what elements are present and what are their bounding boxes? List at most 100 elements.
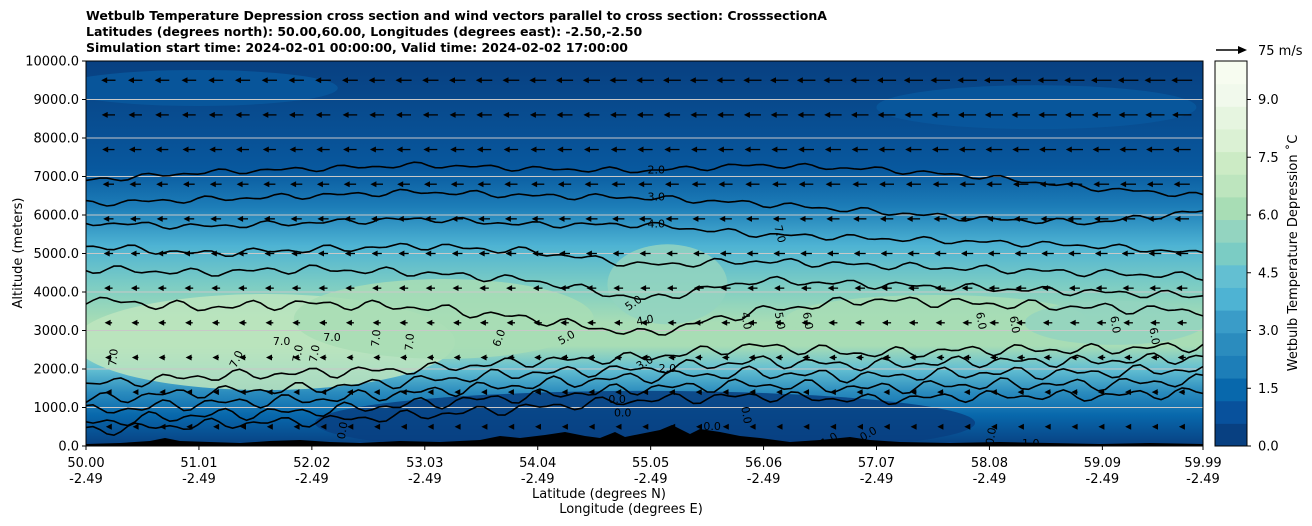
wind-vector-head: [743, 77, 750, 84]
wind-vector-head: [262, 146, 269, 153]
wind-vector-head: [479, 285, 486, 292]
wind-vector-head: [560, 319, 567, 326]
wind-vector-head: [957, 77, 964, 84]
wind-vector-head: [449, 77, 455, 84]
wind-vector-head: [958, 146, 965, 153]
wind-vector-head: [1092, 146, 1099, 153]
wind-vector-head: [316, 181, 323, 188]
wind-vector-head: [319, 319, 326, 326]
wind-vector-head: [157, 285, 164, 292]
wind-vector-head: [877, 77, 883, 84]
wind-vector-head: [641, 354, 648, 361]
wind-vector-head: [504, 181, 511, 188]
wind-vector-head: [183, 181, 189, 188]
wind-vector-head: [1146, 181, 1153, 188]
wind-vector-head: [1091, 77, 1097, 84]
wind-vector-head: [880, 250, 887, 257]
y-tick-label: 3000.0: [34, 324, 80, 339]
wind-vector-head: [1173, 181, 1180, 188]
wind-vector-head: [693, 250, 700, 257]
wind-vector-head: [1091, 111, 1098, 118]
wind-vector-head: [854, 285, 861, 292]
wind-vector-head: [237, 215, 244, 222]
wind-vector-head: [288, 77, 295, 84]
wind-vector-head: [1172, 111, 1179, 118]
wind-vector-head: [988, 285, 995, 292]
wind-vector-head: [451, 250, 458, 257]
wind-vector-head: [1069, 319, 1076, 326]
colorbar-band: [1215, 151, 1247, 175]
wind-vector-head: [561, 423, 568, 430]
wind-vector-head: [155, 146, 162, 153]
y-tick-label: 10000.0: [25, 55, 79, 70]
wind-vector-head: [824, 111, 831, 118]
wind-vector-head: [1152, 423, 1158, 430]
wind-vector-head: [235, 77, 241, 84]
wind-vector-head: [582, 77, 589, 84]
wind-vector-head: [746, 215, 752, 222]
contour-label: 4.0: [635, 312, 654, 328]
chart-title-line-3: Simulation start time: 2024-02-01 00:00:…: [86, 40, 628, 55]
wind-vector-head: [105, 354, 112, 361]
wind-vector-head: [851, 111, 857, 118]
wind-vector-head: [373, 389, 380, 396]
wind-vector-head: [722, 389, 729, 396]
wind-vector-head: [154, 77, 161, 84]
wind-vector-head: [1150, 319, 1157, 326]
wind-vector-head: [1014, 250, 1021, 257]
colorbar-band: [1215, 83, 1247, 107]
wind-vector-head: [132, 423, 139, 430]
wind-vector-head: [1178, 423, 1185, 430]
wind-vector-head: [290, 181, 297, 188]
wind-vector-head: [1145, 111, 1152, 118]
wind-vector-head: [852, 181, 859, 188]
wind-vector-head: [1144, 77, 1151, 84]
wind-vector-head: [155, 111, 162, 118]
wind-vector-head: [664, 146, 671, 153]
wind-vector-head: [1070, 354, 1077, 361]
field-region: [293, 278, 594, 359]
wind-vector-head: [534, 354, 541, 361]
colorbar-band: [1215, 61, 1247, 85]
wind-vector-head: [185, 354, 192, 361]
wind-vector-head: [613, 285, 620, 292]
wind-vector-head: [908, 319, 915, 326]
wind-vector-head: [610, 111, 617, 118]
wind-vector-head: [315, 77, 322, 84]
wind-vector-head: [883, 389, 890, 396]
wind-vector-head: [989, 319, 996, 326]
contour-label: 0.0: [335, 421, 351, 440]
contour-label: 4.0: [738, 311, 754, 330]
wind-vector-head: [800, 285, 807, 292]
wind-vector-head: [636, 77, 643, 84]
wind-vector-head: [932, 146, 938, 153]
wind-vector-head: [904, 111, 911, 118]
wind-vector-head: [478, 250, 485, 257]
contour-label: 2.0: [659, 362, 677, 375]
y-tick-label: 2000.0: [34, 363, 80, 378]
contour-line: [86, 264, 1203, 301]
wind-vector-head: [1016, 354, 1023, 361]
wind-vector-head: [1098, 423, 1105, 430]
wind-vector-head: [961, 250, 967, 257]
wind-vector-head: [829, 354, 836, 361]
wind-vector-head: [853, 250, 860, 257]
wind-vector-head: [559, 250, 566, 257]
contour-label: 6.0: [1007, 315, 1023, 334]
wind-vector-head: [1124, 389, 1131, 396]
wind-vector-head: [344, 250, 351, 257]
wind-vector-head: [101, 111, 108, 118]
colorbar-band: [1215, 264, 1247, 288]
wind-vector-head: [534, 389, 541, 396]
wind-vector-head: [131, 354, 138, 361]
x-tick-label-latitude: 56.06: [745, 456, 782, 471]
wind-vector-head: [561, 389, 568, 396]
wind-vector-head: [102, 146, 109, 153]
wind-vector-head: [156, 181, 163, 188]
wind-vector-head: [1065, 111, 1072, 118]
wind-vector-head: [426, 319, 433, 326]
wind-vector-head: [131, 319, 138, 326]
contour-label: 7.0: [307, 344, 323, 363]
wind-vector-head: [663, 77, 669, 84]
